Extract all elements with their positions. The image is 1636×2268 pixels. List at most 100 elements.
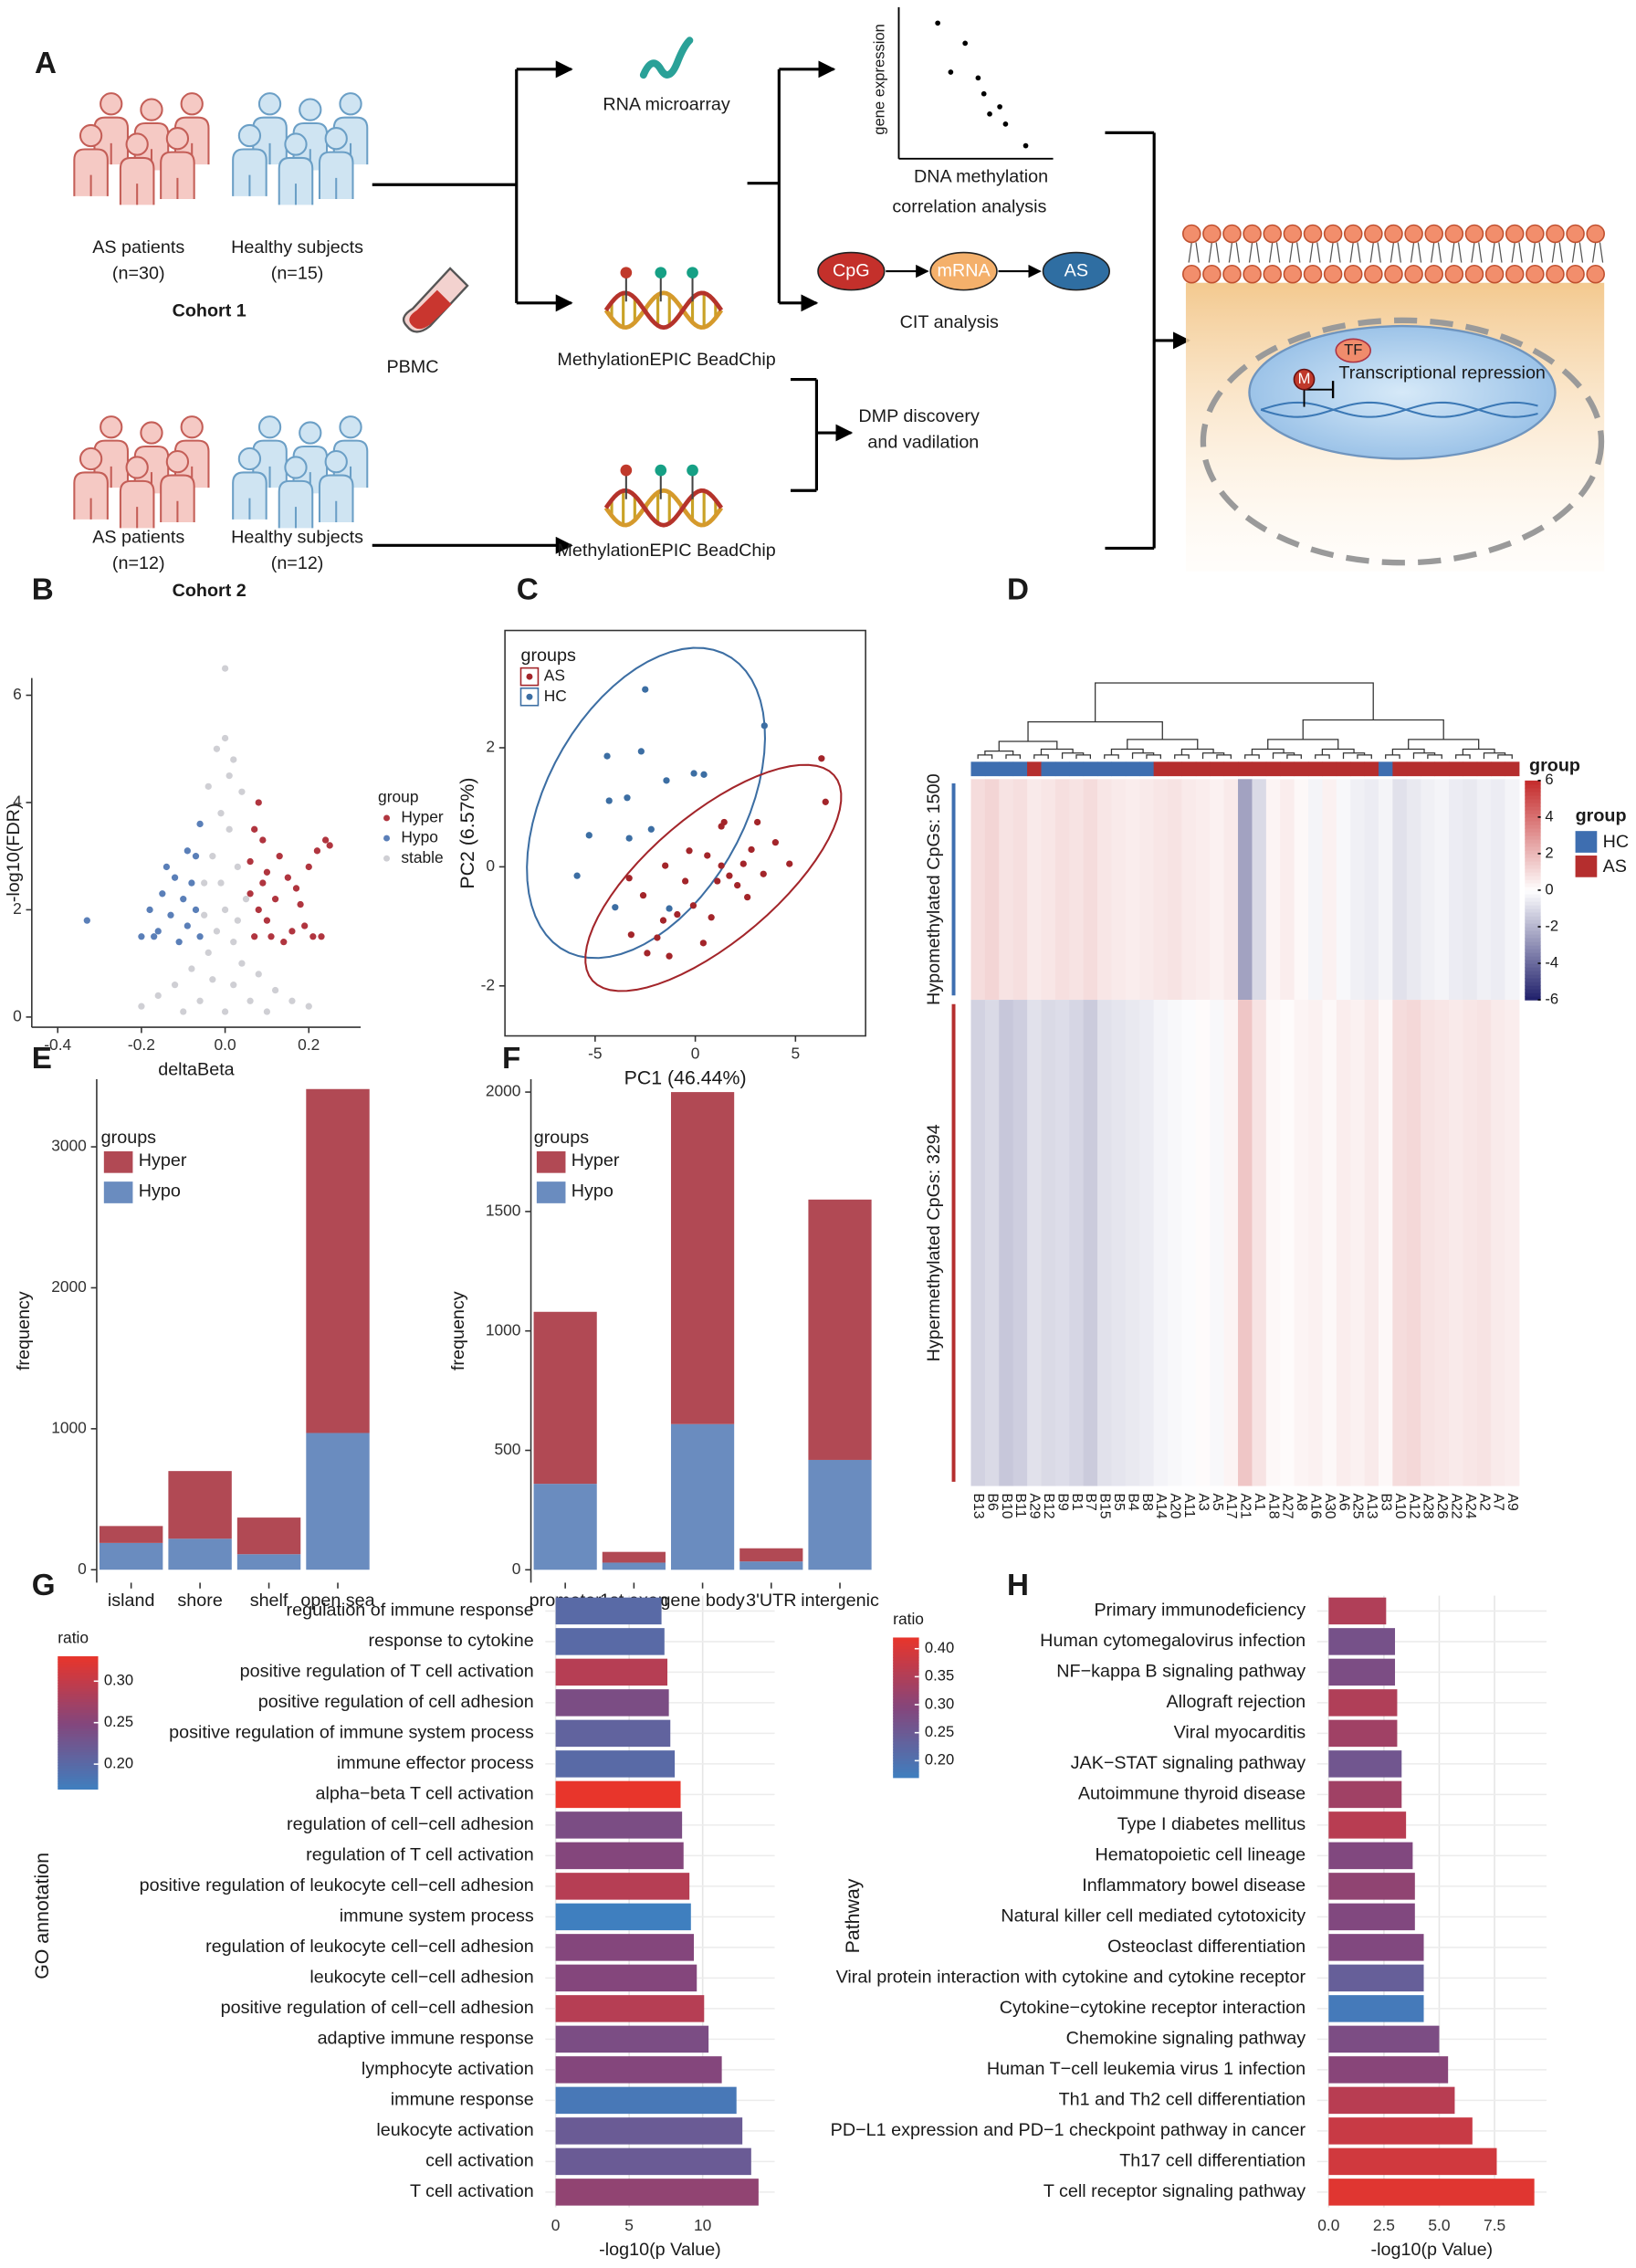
group-cell [1195,761,1211,777]
dendrogram [1342,752,1366,760]
point [221,665,229,672]
colorbar-step [58,1704,99,1707]
colorbar-step [58,1768,99,1771]
connector [1451,242,1455,263]
bar [1328,1964,1424,1992]
point [255,906,262,914]
point [246,857,254,866]
column-label: A5 [1210,1493,1225,1511]
colorbar-step [893,1763,919,1768]
heat-cell [984,779,1000,1001]
heat-cell [1378,1000,1393,1486]
colorbar-step [58,1696,99,1700]
y-tick-label: 2 [13,899,22,918]
heat-cell [1294,779,1309,1001]
lipid [1263,224,1283,244]
colorbar-step [1525,904,1541,909]
point [146,906,153,914]
colorbar-step [893,1637,919,1642]
person-head [299,98,322,121]
bar-segment [602,1551,666,1563]
schematic-dot [987,110,992,117]
bar [555,1750,676,1778]
colorbar-step [1525,919,1541,924]
lipid [1464,264,1484,284]
colorbar-step [1525,835,1541,840]
y-tick-label: regulation of leukocyte cell−cell adhesi… [205,1937,534,1957]
bar [1328,1719,1398,1748]
group-cell [1139,761,1155,777]
heat-cell [1210,1000,1225,1486]
methyl-probe [655,464,667,477]
dna-strand [1260,401,1538,418]
bar-segment [306,1088,370,1433]
heat-cell [1294,1000,1309,1486]
person-body [232,471,267,520]
colorbar-step [893,1752,919,1756]
y-tick-label: Natural killer cell mediated cytotoxicit… [1001,1906,1306,1927]
colorbar-step [893,1710,919,1714]
group-cell [999,761,1014,777]
point [313,847,321,855]
heat-cell [1139,1000,1155,1486]
legend-label: AS [1603,856,1627,877]
heat-cell [1252,1000,1267,1486]
connector [1390,242,1395,263]
point [188,965,195,972]
heat-cell [1505,779,1520,1001]
bar [555,1628,665,1655]
bar [1328,2179,1535,2206]
bar [1328,1780,1402,1809]
person-head [339,415,362,439]
point [726,872,733,879]
column-label: A26 [1434,1493,1450,1518]
column-label: A1 [1252,1493,1267,1511]
heat-cell [970,1000,986,1486]
methyl-probe [620,464,633,477]
person-head [257,415,282,439]
point [666,952,673,960]
bar-segment [99,1526,163,1543]
point [639,892,647,899]
pbmc-label: PBMC [386,357,438,377]
lipid [1484,224,1505,244]
heat-cell [984,1000,1000,1486]
bar [555,2117,743,2145]
connector [1337,242,1341,263]
group-cell [1125,761,1140,777]
person-head [180,415,204,439]
row-group-label: Hypomethylated CpGs: 1500 [924,773,944,1005]
colorbar-step [58,1733,99,1737]
colorbar-step [58,1743,99,1748]
point [83,917,90,924]
colorbar-label: 0.20 [925,1751,954,1769]
bar-segment [236,1517,301,1555]
heat-cell [1434,779,1450,1001]
column-label: A17 [1223,1493,1239,1518]
point [151,933,158,940]
lipid [1505,264,1525,284]
point [818,755,825,762]
dna-strand [1260,401,1538,418]
bar [1328,2056,1449,2084]
y-tick-label: regulation of immune response [287,1601,534,1621]
heat-cell [1505,1000,1520,1486]
bar [555,2056,722,2084]
heat-cell [1027,1000,1042,1486]
x-tick-label: 0 [551,2216,561,2234]
schematic-dot [1022,142,1029,149]
colorbar-step [893,1707,919,1711]
heat-cell [1195,779,1211,1001]
colorbar-label: 0.25 [925,1723,954,1740]
person-head [165,450,190,474]
point [744,893,751,901]
heat-cell [1476,779,1492,1001]
point [624,794,631,802]
bar-segment [533,1311,597,1485]
bar [1328,1658,1396,1686]
connector [1478,242,1483,263]
dendrogram [1005,754,1022,760]
dendrogram [1385,754,1400,760]
point [217,810,225,817]
colorbar-step [893,1651,919,1655]
